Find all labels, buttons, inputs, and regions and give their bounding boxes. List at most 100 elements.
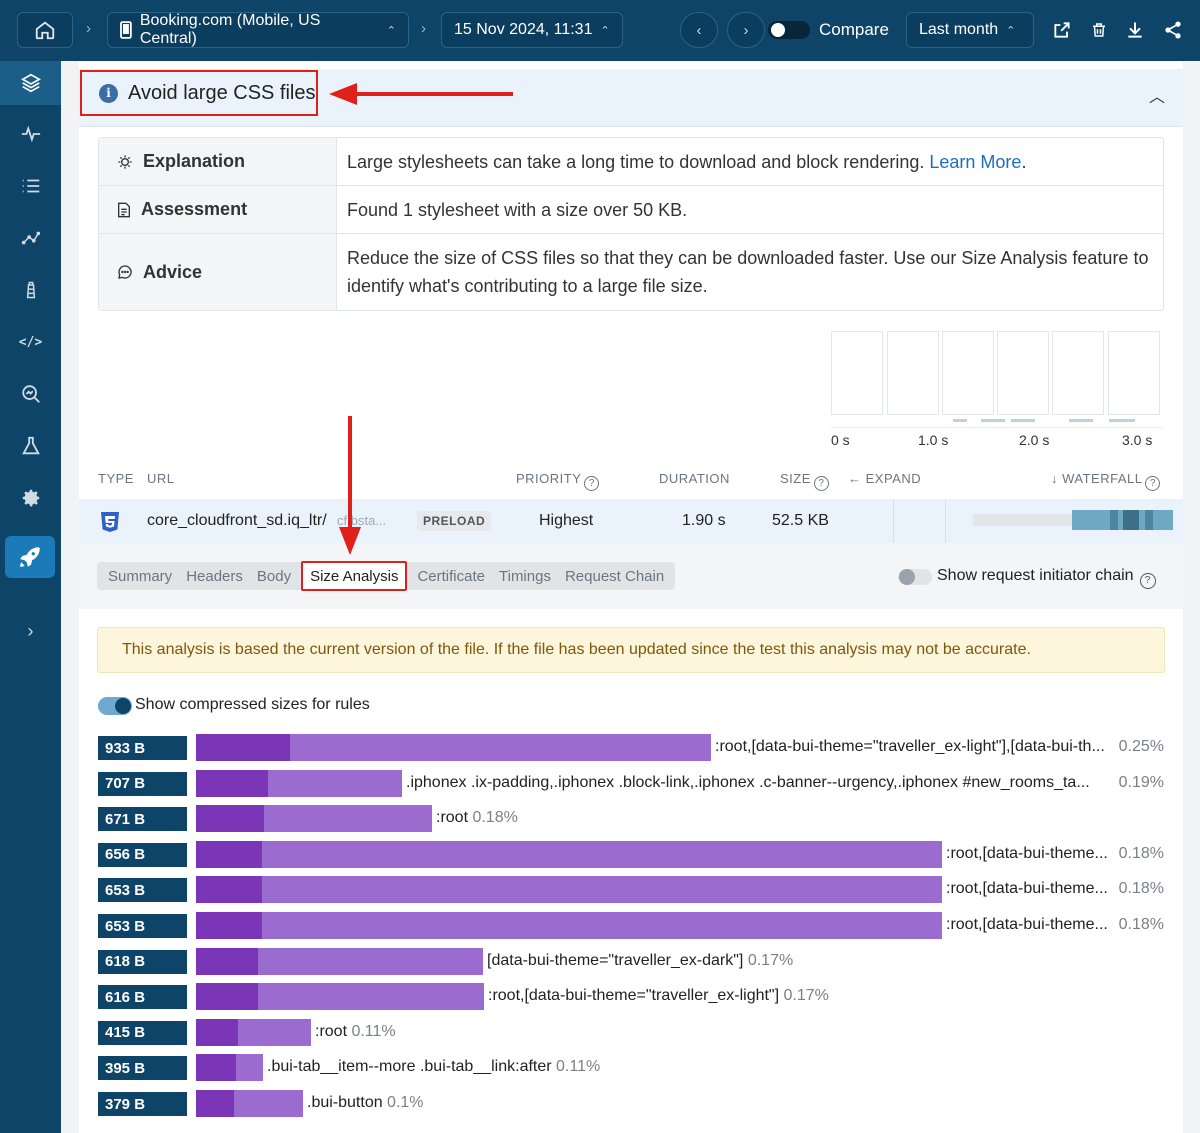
help-icon[interactable]: ? [1139, 572, 1156, 589]
rule-size-badge: 671 B [98, 807, 187, 832]
help-icon[interactable]: ? [584, 476, 600, 491]
rule-size-bar [196, 912, 942, 939]
request-waterfall-bar [973, 509, 1174, 536]
assessment-label: Assessment [99, 186, 337, 233]
rule-selector: :root,[data-bui-theme="traveller_ex-ligh… [488, 987, 829, 1005]
css-rule-row[interactable]: 379 B .bui-button 0.1% [98, 1088, 1164, 1117]
rocket-icon [20, 547, 40, 567]
sidebar-item-code[interactable]: </> [0, 320, 61, 364]
css-rule-row[interactable]: 618 B [data-bui-theme="traveller_ex-dark"… [98, 946, 1164, 975]
rule-compressed-bar [196, 983, 258, 1011]
tab-body[interactable]: Body [256, 567, 292, 585]
lightbulb-icon [118, 154, 132, 169]
filmstrip-frame[interactable] [1108, 331, 1160, 415]
css-rule-row[interactable]: 671 B:root 0.18% [98, 803, 1164, 833]
sidebar: </> › [0, 61, 61, 1133]
compressed-sizes-toggle[interactable] [98, 697, 132, 715]
compressed-sizes-label: Show compressed sizes for rules [135, 696, 370, 713]
help-icon[interactable]: ? [813, 476, 829, 491]
next-button[interactable]: › [727, 12, 765, 48]
sidebar-item-lighthouse[interactable] [0, 268, 61, 312]
lighthouse-icon [26, 281, 35, 299]
gear-icon [22, 489, 39, 507]
tab-summary[interactable]: Summary [108, 567, 173, 585]
css-rule-row[interactable]: 395 B .bui-tab__item--more .bui-tab__link… [98, 1052, 1164, 1082]
rule-selector-text: :root [436, 809, 469, 827]
filmstrip-frame[interactable] [997, 331, 1049, 415]
sidebar-item-vitals[interactable] [0, 112, 61, 156]
sidebar-item-trends[interactable] [0, 216, 61, 260]
rule-size-badge: 415 B [98, 1020, 187, 1045]
share-button[interactable] [1162, 18, 1184, 42]
css-rule-row[interactable]: 415 B:root 0.11% [98, 1017, 1164, 1046]
filmstrip-frame[interactable] [887, 331, 939, 415]
advice-label: Advice [99, 234, 337, 310]
previous-button[interactable]: ‹ [680, 12, 718, 48]
compare-toggle[interactable] [768, 21, 810, 39]
rule-compressed-bar [196, 1018, 238, 1046]
filmstrip-frame[interactable] [1052, 331, 1104, 415]
learn-more-link[interactable]: Learn More [929, 151, 1022, 172]
filmstrip-frame[interactable] [942, 331, 994, 415]
tab-timings[interactable]: Timings [499, 567, 551, 585]
tab-request-chain[interactable]: Request Chain [564, 567, 665, 585]
filmstrip-frame[interactable] [831, 331, 883, 415]
sidebar-expand-button[interactable]: › [0, 609, 61, 653]
rule-selector-text: :root,[data-bui-theme... [946, 880, 1108, 898]
expand-button[interactable]: ← EXPAND [848, 471, 921, 486]
rule-compressed-bar [196, 769, 268, 797]
css-rule-row[interactable]: 653 B 0.18%:root,[data-bui-theme... [98, 874, 1164, 904]
updown-chevron-icon: ⌃ [1006, 24, 1016, 37]
initiator-chain-toggle[interactable] [898, 569, 932, 585]
open-external-button[interactable] [1051, 18, 1073, 42]
css-rule-row[interactable]: 616 B:root,[data-bui-theme="traveller_ex… [98, 981, 1164, 1011]
column-duration[interactable]: DURATION [659, 471, 730, 486]
download-button[interactable] [1124, 18, 1146, 42]
explanation-label-text: Explanation [143, 151, 246, 171]
external-link-icon [1054, 22, 1070, 38]
site-selector[interactable]: Booking.com (Mobile, US Central) ⌃ [107, 12, 409, 48]
preload-badge: PRELOAD [417, 511, 492, 531]
sidebar-item-analysis[interactable] [0, 372, 61, 416]
sidebar-item-overview[interactable] [0, 61, 61, 105]
column-waterfall[interactable]: ↓ WATERFALL? [1051, 471, 1161, 491]
document-icon [118, 202, 130, 217]
compare-label: Compare [819, 20, 889, 39]
request-url[interactable]: core_cloudfront_sd.iq_ltr/ [147, 512, 327, 529]
sidebar-item-settings[interactable] [0, 476, 61, 520]
audit-title: Avoid large CSS files [128, 81, 316, 104]
sidebar-item-experiments[interactable] [0, 424, 61, 468]
audit-header[interactable]: i Avoid large CSS files ︿ [79, 69, 1183, 127]
pulse-icon [21, 125, 40, 143]
css-rule-row[interactable]: 656 B 0.18%:root,[data-bui-theme... [98, 839, 1164, 868]
tab-headers[interactable]: Headers [186, 567, 243, 585]
tab-certificate[interactable]: Certificate [417, 567, 485, 585]
sidebar-item-optimize[interactable] [5, 536, 55, 578]
delete-button[interactable] [1088, 18, 1110, 42]
rule-compressed-bar [196, 1054, 236, 1082]
request-row[interactable]: core_cloudfront_sd.iq_ltr/ cf.bsta... PR… [79, 499, 1183, 543]
help-icon[interactable]: ? [1145, 476, 1161, 491]
rule-selector-text: .iphonex .ix-padding,.iphonex .block-lin… [406, 773, 1090, 791]
column-url[interactable]: URL [147, 471, 175, 486]
rule-selector: :root,[data-bui-theme="traveller_ex-ligh… [715, 738, 1114, 756]
column-size[interactable]: SIZE? [780, 471, 829, 491]
home-button[interactable] [17, 12, 73, 48]
trash-icon [1093, 23, 1105, 37]
css-rule-row[interactable]: 933 B 0.25%:root,[data-bui-theme="travell… [98, 732, 1164, 761]
date-selector[interactable]: 15 Nov 2024, 11:31 ⌃ [441, 12, 623, 48]
rule-selector: :root,[data-bui-theme... [946, 880, 1114, 898]
site-selector-label: Booking.com (Mobile, US Central) [139, 12, 321, 47]
sidebar-item-list[interactable] [0, 164, 61, 208]
rule-selector: :root,[data-bui-theme... [946, 916, 1114, 934]
css-rule-row[interactable]: 653 B 0.18%:root,[data-bui-theme... [98, 910, 1164, 939]
rule-compressed-bar [196, 840, 262, 868]
assessment-value: Found 1 stylesheet with a size over 50 K… [347, 199, 688, 220]
css-rule-row[interactable]: 707 B 0.19% .iphonex .ix-padding,.iphonex … [98, 768, 1164, 797]
range-selector[interactable]: Last month ⌃ [906, 12, 1034, 48]
rule-selector-text: .bui-button [307, 1094, 383, 1111]
column-priority[interactable]: PRIORITY? [516, 471, 600, 491]
tab-size-analysis[interactable]: Size Analysis [301, 561, 408, 591]
chat-icon [118, 265, 132, 279]
chevron-up-icon[interactable]: ︿ [1148, 89, 1165, 106]
